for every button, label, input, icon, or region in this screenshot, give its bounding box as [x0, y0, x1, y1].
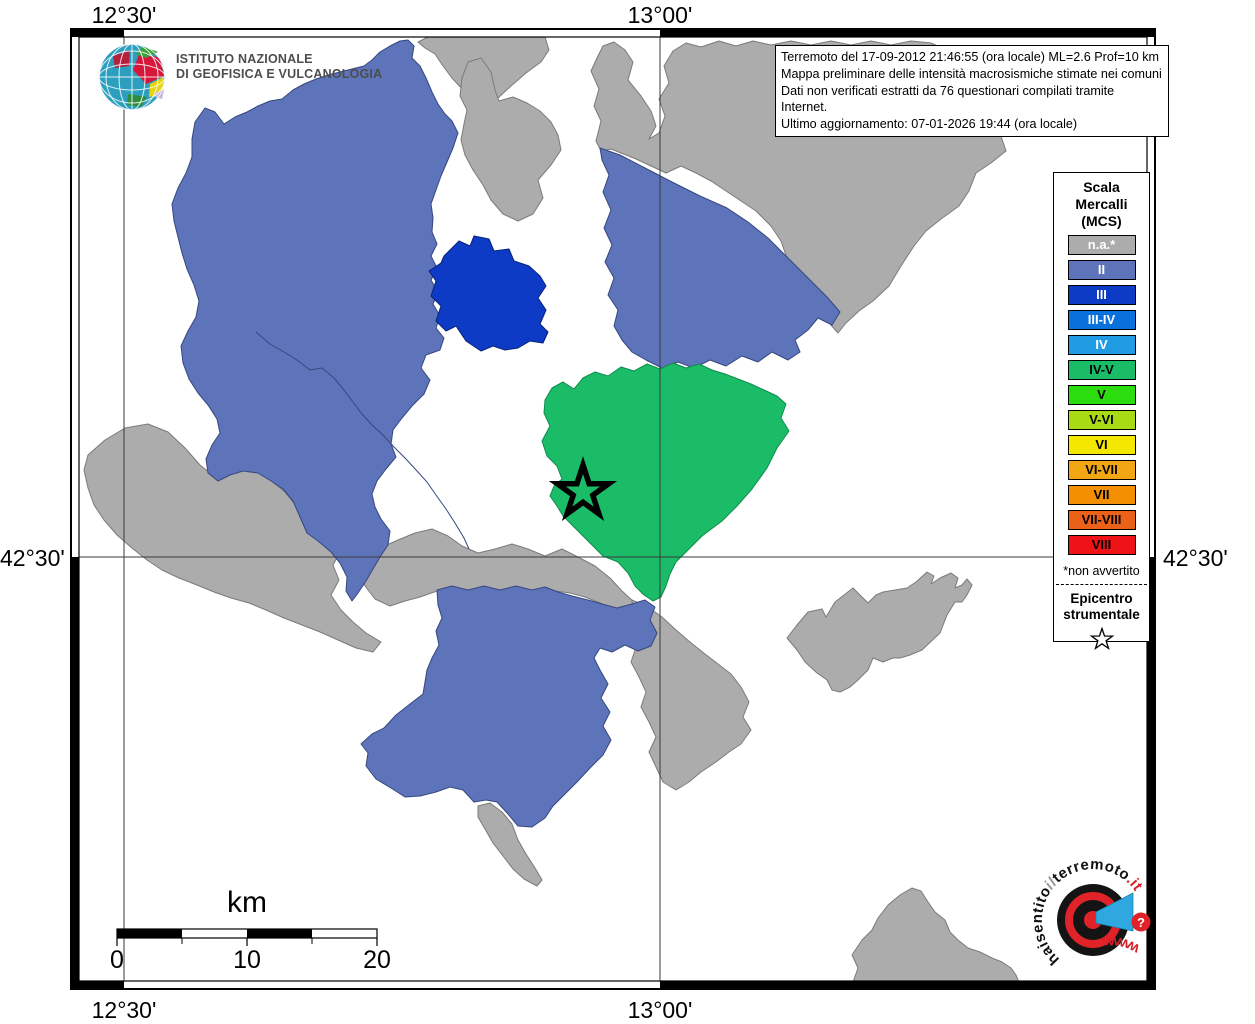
- region-ii: [360, 585, 658, 828]
- graticule: [79, 37, 1147, 981]
- legend-swatch-iv: IV: [1067, 335, 1136, 355]
- legend-star-icon: [1054, 626, 1149, 658]
- axis-label-bottom-right: 13°00': [627, 997, 693, 1023]
- info-line-updated: Ultimo aggiornamento: 07-01-2026 19:44 (…: [781, 117, 1078, 132]
- haisentito-terremoto-logo: ? haisentitoilterremoto.it www.: [1029, 856, 1151, 968]
- legend-swatch-viii: VIII: [1067, 535, 1136, 555]
- legend-title-line3: (MCS): [1081, 213, 1122, 229]
- scale-tick-0: 0: [110, 946, 124, 974]
- ingv-globe-logo: [98, 43, 166, 111]
- info-line-event: Terremoto del 17-09-2012 21:46:55 (ora l…: [781, 50, 1160, 64]
- legend-swatch-vi: VI: [1067, 435, 1136, 455]
- legend-swatch-vii-viii: VII-VIII: [1067, 510, 1136, 530]
- legend-swatch-na: n.a.*: [1067, 235, 1136, 255]
- info-line-map-type: Mappa preliminare delle intensità macros…: [781, 66, 1162, 81]
- legend-title: Scala Mercalli (MCS): [1054, 179, 1149, 230]
- scale-tick-20: 20: [363, 946, 391, 974]
- ingv-line2: DI GEOFISICA E VULCANOLOGIA: [176, 67, 383, 81]
- scale-tick-10: 10: [233, 946, 261, 974]
- legend-swatch-iv-v: IV-V: [1067, 360, 1136, 380]
- info-line-questionnaires: Dati non verificati estratti da 76 quest…: [781, 83, 1115, 115]
- region-na: [477, 802, 543, 887]
- region-iii: [428, 235, 549, 352]
- earthquake-info-box: Terremoto del 17-09-2012 21:46:55 (ora l…: [775, 45, 1169, 137]
- legend-title-line2: Mercalli: [1075, 196, 1128, 212]
- question-mark: ?: [1137, 915, 1145, 930]
- ingv-line1: ISTITUTO NAZIONALE: [176, 52, 313, 66]
- legend-swatch-iii-iv: III-IV: [1067, 310, 1136, 330]
- axis-label-bottom-left: 12°30': [91, 997, 157, 1023]
- region-iv-v-epicentral: [541, 362, 790, 602]
- axis-label-right: 42°30': [1163, 545, 1228, 571]
- municipal-boundary-line: [255, 331, 470, 550]
- region-ii: [171, 39, 459, 602]
- legend-epicenter-line1: Epicentro: [1070, 591, 1133, 606]
- legend-epicenter-line2: strumentale: [1063, 607, 1140, 622]
- legend-swatch-vi-vii: VI-VII: [1067, 460, 1136, 480]
- axis-label-left: 42°30': [0, 545, 65, 571]
- legend-swatch-v-vi: V-VI: [1067, 410, 1136, 430]
- region-na: [851, 887, 1019, 981]
- legend-swatch-iii: III: [1067, 285, 1136, 305]
- scale-bar-unit: km: [227, 886, 267, 919]
- ingv-wordmark: ISTITUTO NAZIONALE DI GEOFISICA E VULCAN…: [176, 52, 382, 82]
- scale-bar: [116, 928, 378, 946]
- region-na: [786, 571, 973, 693]
- legend-swatch-vii: VII: [1067, 485, 1136, 505]
- axis-label-top-right: 13°00': [627, 2, 693, 28]
- legend-swatch-v: V: [1067, 385, 1136, 405]
- legend-epicenter-label: Epicentro strumentale: [1054, 591, 1149, 623]
- question-badge: [1131, 912, 1151, 932]
- legend-title-line1: Scala: [1083, 179, 1120, 195]
- legend-footnote: *non avvertito: [1063, 564, 1140, 578]
- epicenter-star-icon: [548, 456, 618, 521]
- axis-label-top-left: 12°30': [91, 2, 157, 28]
- region-na: [459, 57, 562, 222]
- legend-divider: [1056, 584, 1147, 585]
- megaphone-icon: [1095, 892, 1134, 932]
- mercalli-legend: Scala Mercalli (MCS) n.a.* II III III-IV…: [1053, 172, 1150, 651]
- legend-swatch-ii: II: [1067, 260, 1136, 280]
